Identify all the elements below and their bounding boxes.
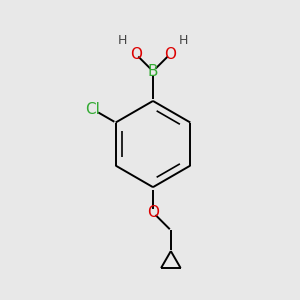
- Text: Cl: Cl: [85, 102, 100, 117]
- Text: O: O: [147, 205, 159, 220]
- Text: H: H: [179, 34, 189, 47]
- Text: H: H: [117, 34, 127, 47]
- Text: B: B: [148, 64, 158, 79]
- Text: O: O: [130, 46, 142, 62]
- Text: O: O: [164, 46, 176, 62]
